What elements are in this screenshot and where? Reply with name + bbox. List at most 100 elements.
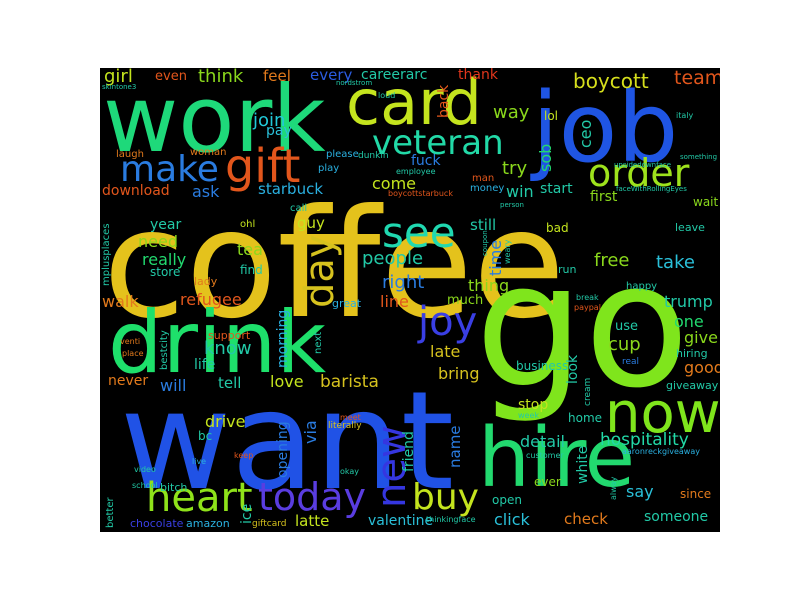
word-starbuck: starbuck — [258, 180, 324, 198]
word-first: first — [590, 189, 618, 205]
word-keep: keep — [234, 451, 254, 460]
word-business: business — [516, 359, 569, 373]
word-literally: literally — [328, 421, 362, 431]
word-line: line — [380, 292, 409, 311]
word-work: work — [103, 68, 326, 173]
word-boycott: boycott — [573, 69, 649, 93]
word-tell: tell — [218, 374, 242, 392]
word-aaronreckgiveaway: aaronreckgiveaway — [622, 447, 700, 456]
word-every: every — [310, 68, 353, 84]
word-please: please — [326, 149, 359, 160]
word-coffee: coffee — [103, 178, 566, 352]
word-stop: stop — [518, 397, 549, 413]
word-right: right — [382, 272, 425, 293]
word-check: check — [564, 510, 608, 528]
word-weary: weary — [503, 239, 512, 264]
word-place: place — [122, 349, 144, 358]
word-name: name — [446, 425, 464, 468]
word-see: see — [382, 208, 456, 257]
word-give: give — [684, 328, 718, 347]
word-girl: girl — [104, 68, 133, 87]
word-bestcity: bestcity — [159, 330, 170, 370]
word-person: person — [500, 201, 524, 209]
word-bitch: bitch — [160, 481, 188, 494]
word-cream: cream — [583, 377, 593, 406]
word-card: card — [346, 68, 482, 139]
word-click: click — [494, 510, 530, 529]
word-walk: walk — [102, 292, 139, 311]
word-people: people — [362, 248, 424, 269]
word-someone: someone — [644, 509, 709, 525]
word-better: better — [105, 497, 116, 528]
word-giftcard: giftcard — [252, 519, 287, 529]
word-ceo: ceo — [576, 119, 595, 148]
word-trump: trump — [664, 292, 713, 311]
word-thinkingface: thinkingface — [426, 515, 476, 524]
word-employee: employee — [396, 167, 436, 176]
word-via: via — [301, 420, 320, 444]
word-break: break — [576, 293, 599, 302]
word-win: win — [506, 182, 534, 201]
word-call: call — [290, 203, 308, 214]
word-will: will — [160, 376, 187, 395]
word-now: now — [605, 381, 720, 446]
word-bc: bc — [198, 429, 213, 443]
word-bring: bring — [438, 364, 480, 383]
word-tea: tea — [237, 240, 263, 259]
word-bad: bad — [546, 221, 569, 235]
word-use: use — [615, 319, 639, 334]
word-lady: lady — [194, 275, 218, 288]
word-still: still — [470, 216, 497, 234]
word-italy: italy — [676, 111, 694, 120]
word-come: come — [372, 174, 417, 193]
word-know: know — [204, 338, 252, 359]
word-gift: gift — [225, 139, 301, 193]
word-guy: guy — [297, 214, 325, 232]
word-late: late — [430, 342, 461, 361]
word-pay: pay — [266, 123, 292, 139]
word-dunkin: dunkin — [358, 151, 389, 161]
word-feel: feel — [263, 68, 291, 85]
word-order: order — [588, 151, 690, 195]
word-something: something — [680, 153, 718, 161]
word-need: need — [138, 232, 178, 251]
word-lol: lol — [544, 109, 559, 123]
word-buy: buy — [412, 477, 479, 518]
word-open: open — [492, 493, 522, 507]
word-valentine: valentine — [368, 513, 434, 529]
word-facewithrollingeyes: faceWithRollingEyes — [616, 185, 687, 193]
word-take: take — [656, 252, 695, 273]
word-opening: opening — [275, 421, 291, 478]
word-today: today — [258, 475, 367, 519]
word-thank: thank — [458, 68, 498, 83]
word-alway: alway — [609, 476, 618, 500]
word-job: job — [532, 72, 679, 184]
word-say: say — [626, 482, 654, 501]
word-leave: leave — [675, 221, 705, 234]
word-drive: drive — [205, 412, 246, 431]
word-way: way — [493, 102, 530, 123]
word-cloud: coffee want go work drink job card hire … — [100, 68, 720, 532]
word-year: year — [150, 217, 182, 233]
word-great: great — [332, 297, 362, 310]
word-start: start — [540, 181, 573, 197]
word-try: try — [502, 158, 528, 179]
word-live: live — [192, 457, 207, 466]
word-life: life — [194, 357, 216, 373]
word-drink: drink — [108, 293, 327, 393]
word-friend: friend — [401, 431, 417, 472]
word-money: money — [470, 183, 505, 194]
word-heart: heart — [146, 475, 253, 521]
word-video: video — [134, 465, 156, 474]
word-barista: barista — [320, 372, 379, 392]
word-loud: loud — [378, 91, 396, 100]
word-white: white — [575, 445, 591, 484]
word-morning: morning — [275, 309, 291, 368]
word-hiring: hiring — [676, 347, 708, 360]
word-meet: meet — [340, 413, 361, 422]
word-nordstrom: nordstrom — [336, 79, 373, 87]
word-one: one — [674, 312, 704, 331]
word-boycottstarbuck: boycottstarbuck — [388, 189, 453, 198]
word-download: download — [102, 183, 170, 199]
word-even: even — [155, 69, 187, 84]
